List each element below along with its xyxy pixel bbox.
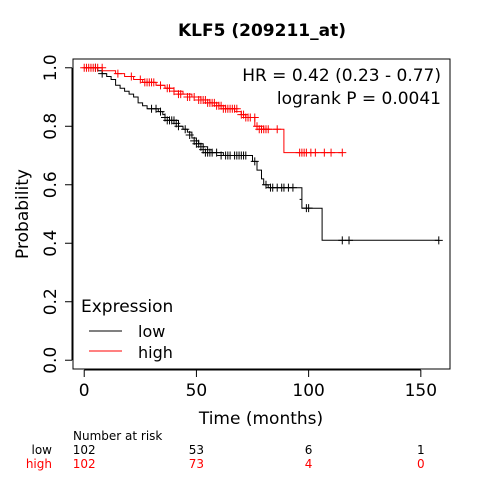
y-tick-label: 0.2 [41, 288, 61, 315]
censor-mark-low [185, 131, 194, 140]
x-axis-label: Time (months) [198, 409, 323, 429]
risk-value-high: 73 [189, 457, 204, 471]
censor-mark-high [264, 125, 273, 134]
censor-mark-high [113, 69, 122, 78]
censor-mark-high [327, 148, 336, 157]
risk-row-label-low: low [32, 443, 53, 457]
censor-mark-low [345, 236, 354, 245]
y-tick-label: 0.8 [41, 113, 61, 140]
censor-mark-low [212, 148, 221, 157]
legend-title: Expression [81, 297, 173, 317]
plot-frame [72, 58, 451, 370]
y-tick-label: 1.0 [41, 54, 61, 81]
x-axis: 0 50 100 150 [79, 369, 437, 401]
censor-mark-low [338, 236, 347, 245]
risk-value-low: 102 [73, 443, 96, 457]
x-tick-label: 50 [186, 381, 208, 401]
censor-mark-high [127, 72, 136, 81]
legend-label-high: high [138, 343, 173, 362]
censor-mark-high [311, 148, 320, 157]
y-tick-label: 0.6 [41, 171, 61, 198]
risk-value-low: 6 [305, 443, 313, 457]
y-axis-label: Probability [13, 169, 33, 259]
censor-mark-high [320, 148, 329, 157]
hazard-ratio-annotation: HR = 0.42 (0.23 - 0.77) [242, 66, 441, 86]
risk-row-label-high: high [26, 457, 52, 471]
censor-mark-high [149, 78, 158, 87]
risk-value-high: 0 [417, 457, 425, 471]
censor-mark-low [181, 125, 190, 134]
censor-mark-high [232, 104, 241, 113]
y-axis: 0.0 0.2 0.4 0.6 0.8 1.0 [41, 54, 73, 374]
censor-mark-high [136, 75, 145, 84]
x-tick-label: 100 [292, 381, 324, 401]
censor-mark-high [169, 87, 178, 96]
censor-mark-high [156, 81, 165, 90]
legend: Expression low high [81, 297, 173, 362]
risk-table-title: Number at risk [73, 429, 162, 443]
censor-mark-high [250, 113, 259, 122]
survival-line-low [84, 67, 439, 241]
censor-mark-high [190, 93, 199, 102]
censor-mark-low [152, 104, 161, 113]
y-tick-label: 0.0 [41, 347, 61, 374]
survival-curves [80, 63, 443, 245]
censor-mark-low [174, 122, 183, 131]
x-tick-label: 0 [79, 381, 90, 401]
censor-mark-low [156, 107, 165, 116]
censor-mark-high [98, 63, 107, 72]
censor-mark-low [250, 157, 259, 166]
censor-mark-low [261, 180, 270, 189]
censor-mark-high [338, 148, 347, 157]
x-tick-label: 150 [405, 381, 437, 401]
logrank-annotation: logrank P = 0.0041 [277, 89, 441, 109]
risk-table: Number at risk low 102 53 6 1 high 102 73 4 0 [26, 429, 425, 471]
legend-label-low: low [138, 322, 165, 341]
censor-mark-low [241, 151, 250, 160]
censor-mark-high [165, 84, 174, 93]
censor-mark-low [434, 236, 443, 245]
censor-mark-high [273, 125, 282, 134]
censor-mark-low [304, 204, 313, 213]
chart-title: KLF5 (209211_at) [178, 21, 346, 41]
risk-value-high: 4 [305, 457, 313, 471]
risk-value-high: 102 [73, 457, 96, 471]
y-tick-label: 0.4 [41, 230, 61, 257]
censor-mark-low [288, 183, 297, 192]
censor-mark-high [176, 90, 185, 99]
risk-value-low: 53 [189, 443, 204, 457]
risk-value-low: 1 [417, 443, 425, 457]
